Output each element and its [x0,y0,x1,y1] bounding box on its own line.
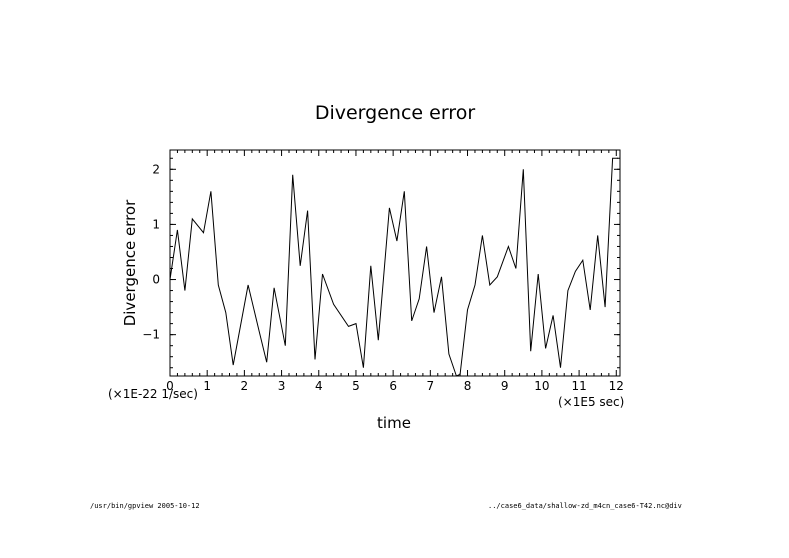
x-tick-label-1: 1 [203,379,211,393]
footer-right-text: ../case6_data/shallow-zd_m4cn_case6-T42.… [488,502,682,510]
x-tick-label-8: 8 [464,379,472,393]
footer-left-text: /usr/bin/gpview 2005-10-12 [90,502,200,510]
x-tick-label-10: 10 [534,379,549,393]
y-tick-label-2: 1 [152,217,160,231]
x-axis-label: time [377,414,411,432]
x-tick-label-4: 4 [315,379,323,393]
x-tick-label-9: 9 [501,379,509,393]
y-tick-label-3: 2 [152,162,160,176]
y-axis: −1 0 1 2 [142,157,620,369]
x-tick-label-11: 11 [571,379,586,393]
x-tick-label-0: 0 [166,379,174,393]
x-tick-label-2: 2 [241,379,249,393]
y-tick-label-1: 0 [152,273,160,287]
series-line [169,157,619,377]
y-tick-label-0: −1 [142,328,160,342]
plot-frame [169,149,621,377]
x-tick-label-12: 12 [609,379,624,393]
x-tick-label-7: 7 [427,379,435,393]
x-tick-label-3: 3 [278,379,286,393]
chart-title: Divergence error [315,102,475,124]
y-unit-label: (×1E-22 1/sec) [108,387,198,401]
x-axis: 0 1 2 3 4 5 6 7 8 9 10 11 12 [166,150,624,393]
y-axis-label: Divergence error [121,199,139,326]
x-unit-label: (×1E5 sec) [558,395,624,409]
x-tick-label-5: 5 [352,379,360,393]
x-tick-label-6: 6 [389,379,397,393]
